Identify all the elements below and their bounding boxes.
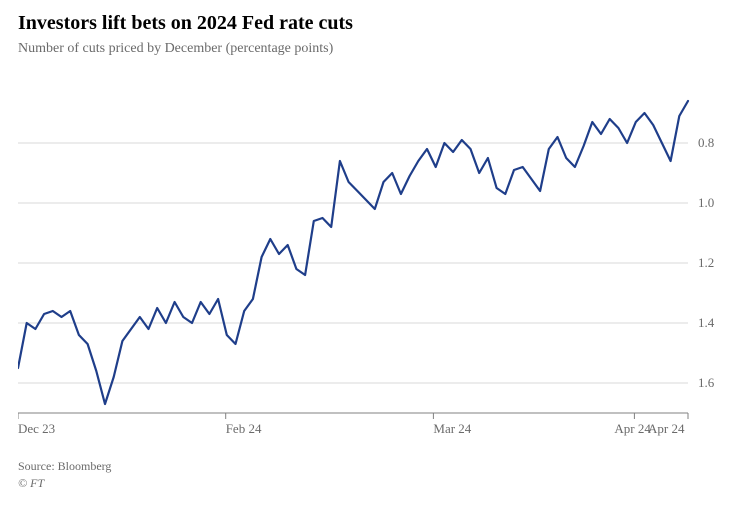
chart-source: Source: Bloomberg (18, 459, 735, 474)
y-tick-label: 0.8 (698, 135, 714, 150)
x-tick-label: Dec 23 (18, 421, 55, 436)
chart-copyright: © FT (18, 476, 735, 491)
x-tick-label: Apr 24 (648, 421, 685, 436)
y-tick-label: 1.2 (698, 255, 714, 270)
data-line (18, 101, 688, 404)
chart-container: Investors lift bets on 2024 Fed rate cut… (0, 0, 753, 522)
y-tick-label: 1.0 (698, 195, 714, 210)
chart-svg: 0.8 1.0 1.2 1.4 1.6 Dec 23 Feb 24 Mar 24 Apr 24A… (18, 73, 735, 443)
y-tick-label: 1.6 (698, 375, 715, 390)
chart-plot-area: 0.8 1.0 1.2 1.4 1.6 Dec 23 Feb 24 Mar 24 Apr 24A… (18, 73, 735, 443)
chart-subtitle: Number of cuts priced by December (perce… (18, 41, 735, 57)
x-tick-label: Feb 24 (226, 421, 262, 436)
x-tick-label: Mar 24 (433, 421, 471, 436)
x-tick-label: Apr 24 (614, 421, 651, 436)
chart-title: Investors lift bets on 2024 Fed rate cut… (18, 12, 735, 35)
y-tick-label: 1.4 (698, 315, 715, 330)
